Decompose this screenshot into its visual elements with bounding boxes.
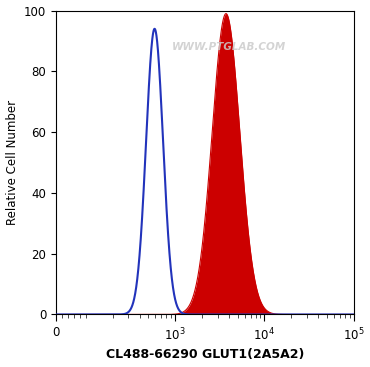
- X-axis label: CL488-66290 GLUT1(2A5A2): CL488-66290 GLUT1(2A5A2): [106, 348, 304, 361]
- Y-axis label: Relative Cell Number: Relative Cell Number: [6, 100, 18, 225]
- Text: WWW.PTGLAB.COM: WWW.PTGLAB.COM: [172, 42, 286, 52]
